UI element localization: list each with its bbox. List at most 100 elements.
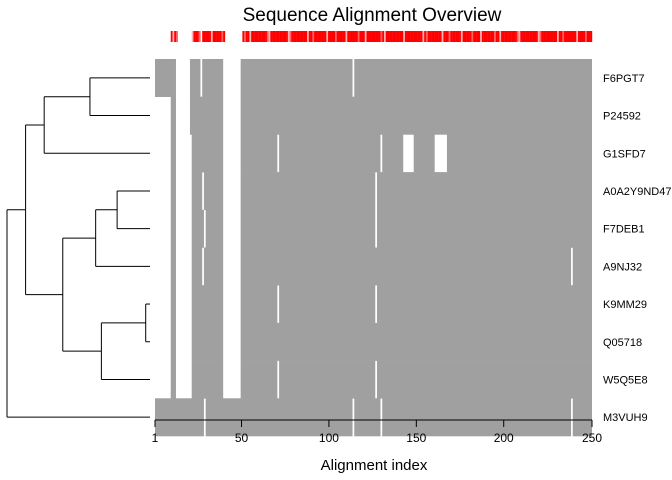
conservation-mark xyxy=(396,31,399,42)
conservation-mark xyxy=(522,31,525,42)
conservation-mark xyxy=(501,31,504,42)
aligned-segment xyxy=(377,172,592,211)
conservation-mark xyxy=(441,31,444,42)
conservation-mark xyxy=(287,31,290,42)
conservation-mark xyxy=(560,31,563,42)
aligned-segment xyxy=(354,59,592,97)
aligned-segment xyxy=(155,59,176,97)
conservation-mark xyxy=(431,31,434,42)
conservation-mark xyxy=(284,31,287,42)
aligned-segment xyxy=(155,398,204,437)
aligned-segment xyxy=(240,285,278,324)
conservation-mark xyxy=(377,31,379,42)
conservation-mark xyxy=(336,31,339,42)
conservation-mark xyxy=(502,31,505,42)
conservation-mark xyxy=(543,31,546,42)
conservation-mark xyxy=(203,31,206,42)
conservation-mark xyxy=(251,31,254,42)
conservation-mark xyxy=(191,31,194,42)
aligned-segment xyxy=(170,96,176,135)
conservation-mark xyxy=(399,31,402,42)
conservation-mark xyxy=(207,31,210,42)
conservation-mark xyxy=(567,31,570,42)
conservation-mark xyxy=(307,31,310,42)
conservation-mark xyxy=(494,31,497,42)
conservation-mark xyxy=(432,31,435,42)
conservation-mark xyxy=(452,31,455,42)
conservation-mark xyxy=(411,31,414,42)
aligned-segment xyxy=(572,398,592,437)
conservation-mark xyxy=(413,31,416,42)
aligned-segment xyxy=(572,247,592,286)
conservation-mark xyxy=(273,31,276,42)
aligned-segment xyxy=(191,134,224,173)
x-tick-label: 100 xyxy=(319,431,339,445)
conservation-mark xyxy=(359,31,362,42)
conservation-mark xyxy=(247,31,250,42)
aligned-segment xyxy=(279,360,376,399)
conservation-mark xyxy=(537,31,540,42)
conservation-mark xyxy=(333,31,336,42)
conservation-mark xyxy=(422,31,425,42)
row-label: F7DEB1 xyxy=(603,224,645,236)
row-label: A9NJ32 xyxy=(603,261,642,273)
conservation-mark xyxy=(296,31,299,42)
conservation-mark xyxy=(280,31,283,42)
conservation-mark xyxy=(459,31,462,42)
conservation-mark xyxy=(469,31,472,42)
aligned-segment xyxy=(413,134,435,173)
conservation-mark xyxy=(195,31,198,42)
conservation-mark xyxy=(392,31,395,42)
row-label: F6PGT7 xyxy=(603,73,645,85)
conservation-mark xyxy=(564,31,566,42)
aligned-segment xyxy=(240,59,353,97)
conservation-mark xyxy=(488,31,491,42)
conservation-mark xyxy=(380,31,383,42)
conservation-mark xyxy=(289,31,292,42)
conservation-mark xyxy=(322,31,325,42)
conservation-mark xyxy=(417,31,420,42)
conservation-mark xyxy=(408,31,411,42)
conservation-mark xyxy=(371,31,374,42)
aligned-segment xyxy=(170,134,176,173)
conservation-mark xyxy=(403,31,406,42)
aligned-segment xyxy=(240,134,278,173)
conservation-mark xyxy=(539,31,542,42)
conservation-mark xyxy=(364,31,367,42)
conservation-mark xyxy=(275,31,278,42)
conservation-mark xyxy=(205,31,208,42)
conservation-mark xyxy=(585,31,587,42)
conservation-mark xyxy=(347,31,350,42)
conservation-mark xyxy=(588,31,591,42)
conservation-mark xyxy=(193,31,196,42)
conservation-mark xyxy=(198,31,201,42)
aligned-segment xyxy=(377,285,592,324)
alignment-heatmap xyxy=(155,59,592,437)
conservation-mark xyxy=(436,31,439,42)
conservation-mark xyxy=(301,31,304,42)
conservation-mark xyxy=(221,31,224,42)
conservation-mark xyxy=(361,31,364,42)
row-label: A0A2Y9ND47 xyxy=(603,186,672,198)
aligned-segment xyxy=(382,398,572,437)
conservation-mark xyxy=(544,31,547,42)
conservation-mark xyxy=(515,31,518,42)
aligned-segment xyxy=(203,247,224,286)
conservation-mark xyxy=(455,31,458,42)
conservation-mark xyxy=(328,31,330,42)
conservation-mark xyxy=(586,31,589,42)
conservation-mark xyxy=(174,31,177,42)
conservation-mark xyxy=(326,31,329,42)
conservation-mark xyxy=(415,31,418,42)
conservation-mark xyxy=(366,31,369,42)
conservation-mark xyxy=(363,31,365,42)
aligned-segment xyxy=(170,285,176,324)
conservation-mark xyxy=(268,31,271,42)
aligned-segment xyxy=(191,360,224,399)
conservation-mark xyxy=(424,31,427,42)
aligned-segment xyxy=(279,285,376,324)
conservation-mark xyxy=(523,31,526,42)
conservation-mark xyxy=(270,31,273,42)
conservation-mark xyxy=(474,31,477,42)
aligned-segment xyxy=(205,398,353,437)
